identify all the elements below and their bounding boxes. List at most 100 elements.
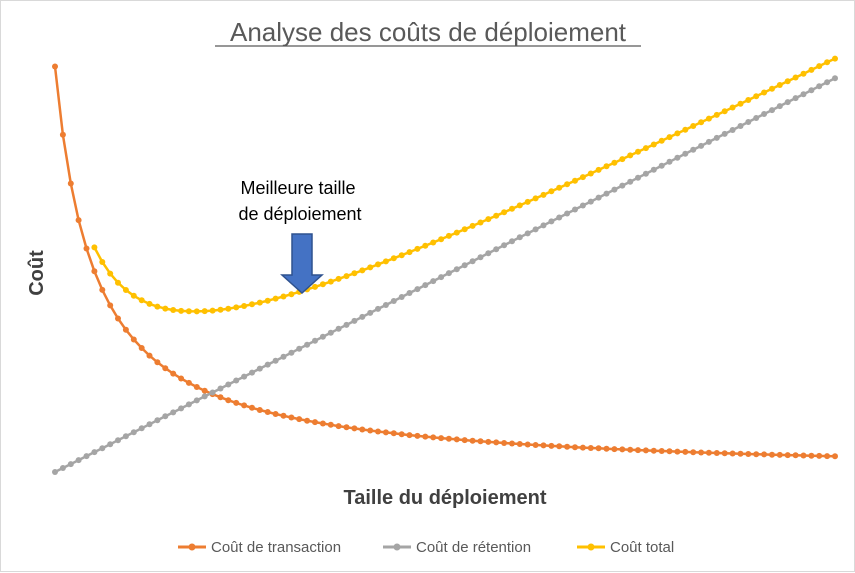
legend-marker-total bbox=[587, 543, 595, 551]
data-point-retention bbox=[343, 321, 350, 328]
data-point-total bbox=[713, 111, 720, 118]
data-point-total bbox=[784, 78, 791, 85]
data-point-total bbox=[658, 137, 665, 144]
data-point-retention bbox=[272, 357, 279, 364]
data-point-retention bbox=[461, 262, 468, 269]
data-point-retention bbox=[642, 170, 649, 177]
data-point-total bbox=[138, 297, 145, 304]
data-point-transaction bbox=[579, 444, 586, 451]
data-point-total bbox=[312, 283, 318, 290]
data-point-total bbox=[241, 303, 248, 309]
data-point-retention bbox=[501, 242, 508, 249]
data-point-retention bbox=[83, 453, 90, 460]
series-line-transaction bbox=[53, 66, 836, 458]
data-point-retention bbox=[485, 250, 492, 257]
data-point-transaction bbox=[556, 443, 563, 450]
data-point-total bbox=[201, 308, 208, 315]
data-point-total bbox=[548, 188, 555, 195]
legend-marker-retention bbox=[393, 543, 401, 551]
data-point-retention bbox=[178, 405, 185, 412]
data-point-total bbox=[832, 55, 838, 62]
data-point-total bbox=[146, 300, 153, 307]
data-point-total bbox=[690, 123, 697, 129]
data-point-transaction bbox=[52, 63, 58, 70]
data-point-total bbox=[753, 93, 760, 100]
data-point-transaction bbox=[296, 416, 303, 423]
data-point-retention bbox=[824, 79, 831, 86]
legend-marker-transaction bbox=[188, 543, 196, 551]
data-point-retention bbox=[91, 449, 98, 456]
data-point-total bbox=[524, 198, 531, 205]
data-point-transaction bbox=[138, 345, 145, 351]
series-layer bbox=[52, 55, 838, 475]
data-point-transaction bbox=[690, 449, 697, 456]
data-point-retention bbox=[808, 87, 815, 94]
data-point-transaction bbox=[75, 217, 82, 224]
data-point-retention bbox=[729, 127, 736, 133]
data-point-transaction bbox=[469, 437, 476, 444]
data-point-transaction bbox=[59, 131, 66, 138]
data-point-retention bbox=[75, 457, 82, 464]
data-point-total bbox=[769, 85, 775, 92]
data-point-total bbox=[375, 261, 381, 268]
data-point-total bbox=[682, 126, 689, 133]
data-point-total bbox=[217, 306, 224, 313]
data-point-total bbox=[453, 229, 460, 236]
data-point-transaction bbox=[832, 453, 838, 460]
data-point-transaction bbox=[122, 326, 129, 333]
data-point-transaction bbox=[769, 451, 775, 458]
data-point-transaction bbox=[611, 446, 618, 453]
data-point-total bbox=[367, 264, 374, 271]
data-point-total bbox=[115, 279, 121, 286]
data-point-total bbox=[178, 307, 185, 314]
data-point-total bbox=[579, 174, 586, 181]
data-point-transaction bbox=[532, 442, 539, 448]
data-point-retention bbox=[516, 234, 523, 241]
data-point-transaction bbox=[705, 449, 712, 456]
data-point-total bbox=[792, 74, 799, 81]
data-point-transaction bbox=[753, 451, 760, 458]
data-point-total bbox=[185, 308, 192, 315]
data-point-retention bbox=[532, 226, 539, 233]
data-point-total bbox=[776, 82, 783, 88]
data-point-total bbox=[611, 159, 618, 166]
data-point-retention bbox=[154, 417, 161, 424]
annotation-text-line-1: Meilleure taille bbox=[240, 178, 355, 198]
data-point-retention bbox=[658, 162, 665, 169]
data-point-transaction bbox=[406, 432, 413, 439]
data-point-total bbox=[91, 244, 98, 251]
data-point-total bbox=[469, 222, 476, 229]
data-point-total bbox=[650, 141, 657, 148]
data-point-transaction bbox=[327, 421, 334, 428]
data-point-retention bbox=[304, 341, 311, 348]
data-point-transaction bbox=[375, 428, 381, 435]
data-point-retention bbox=[264, 361, 271, 368]
data-point-retention bbox=[59, 465, 66, 471]
data-point-retention bbox=[107, 441, 114, 448]
data-point-total bbox=[249, 301, 255, 308]
data-point-retention bbox=[784, 99, 791, 106]
data-point-total bbox=[745, 97, 752, 103]
data-point-transaction bbox=[477, 438, 484, 445]
data-point-total bbox=[737, 100, 744, 107]
data-point-transaction bbox=[91, 268, 98, 275]
data-point-retention bbox=[390, 298, 397, 304]
data-point-transaction bbox=[288, 414, 295, 421]
data-point-retention bbox=[217, 385, 224, 392]
data-point-transaction bbox=[485, 438, 492, 445]
data-point-retention bbox=[367, 309, 374, 316]
data-point-retention bbox=[130, 429, 137, 436]
data-point-total bbox=[225, 305, 232, 312]
data-point-retention bbox=[138, 425, 145, 432]
data-point-transaction bbox=[67, 180, 74, 187]
data-point-transaction bbox=[509, 440, 515, 447]
data-point-retention bbox=[753, 115, 760, 121]
data-point-transaction bbox=[595, 445, 602, 452]
data-point-retention bbox=[745, 119, 752, 125]
data-point-transaction bbox=[548, 442, 555, 449]
data-point-total bbox=[705, 115, 712, 122]
data-point-transaction bbox=[445, 435, 452, 442]
data-point-retention bbox=[524, 230, 531, 237]
data-point-transaction bbox=[729, 450, 736, 457]
data-point-total bbox=[359, 267, 366, 274]
